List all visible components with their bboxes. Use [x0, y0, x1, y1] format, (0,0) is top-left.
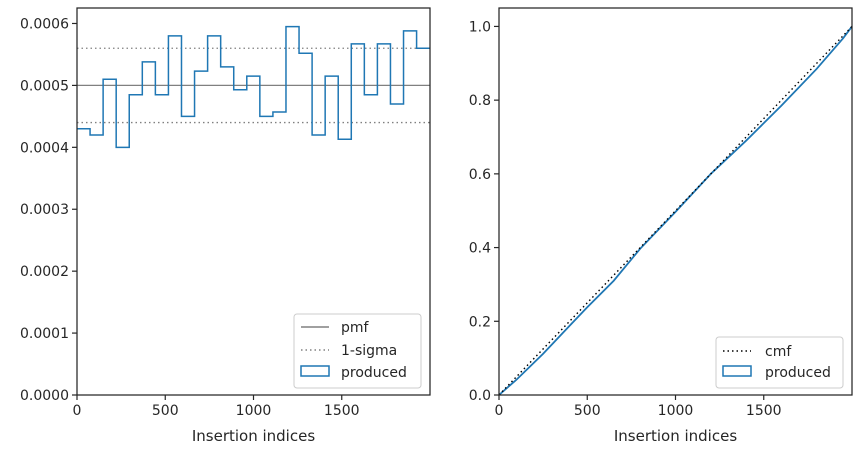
left-axes-frame [76, 7, 431, 396]
y-tick-label: 0.8 [469, 93, 491, 109]
legend-produced-label-right: produced [765, 365, 831, 381]
right-legend: cmf produced [715, 336, 844, 389]
y-tick-label: 0.0005 [20, 78, 69, 94]
y-tick-label: 0.0006 [20, 16, 69, 32]
left-histogram-panel: 0 500 1000 1500 0.00000.00010.00020.00030.0… [20, 7, 431, 445]
left-legend-box [293, 313, 422, 389]
y-tick-label: 0.0004 [20, 140, 69, 156]
right-y-ticks: 0.0 0.2 0.4 0.6 0.8 1.0 [469, 19, 499, 404]
legend-cmf-label: cmf [765, 344, 792, 360]
y-tick-label: 0.0001 [20, 326, 69, 342]
x-tick-label: 1000 [658, 403, 694, 419]
legend-produced-swatch-right [722, 365, 752, 377]
y-tick-label: 0.2 [469, 314, 491, 330]
y-tick-label: 0.0 [469, 388, 491, 404]
x-tick-label: 1000 [236, 403, 272, 419]
x-tick-label: 500 [152, 403, 179, 419]
left-plot-lines [77, 25, 430, 149]
left-y-ticks: 0.0000 0.0001 0.0002 0.0003 0.0004 0.0005 0.00… [20, 16, 77, 404]
x-tick-label: 500 [574, 403, 601, 419]
right-x-ticks: 0 500 1000 1500 [495, 395, 782, 419]
legend-pmf-label: pmf [341, 320, 370, 336]
x-tick-label: 1500 [746, 403, 782, 419]
legend-1sigma-label: 1-sigma [341, 343, 397, 359]
left-x-axis-label: Insertion indices [192, 427, 315, 445]
y-tick-label: 0.0000 [20, 388, 69, 404]
right-axes-frame [498, 7, 853, 396]
produced-cumulative-line [498, 25, 853, 396]
x-tick-label: 1500 [324, 403, 360, 419]
legend-produced-swatch [300, 365, 330, 377]
x-tick-label: 0 [495, 403, 504, 419]
right-x-axis-label: Insertion indices [614, 427, 737, 445]
y-tick-label: 0.6 [469, 167, 491, 183]
y-tick-label: 1.0 [469, 19, 491, 35]
legend-produced-label: produced [341, 365, 407, 381]
y-tick-label: 0.0003 [20, 202, 69, 218]
right-cumulative-panel: 0 500 1000 1500 0.0 0.2 0.4 0.6 0.8 1.0 Insertio… [469, 7, 853, 445]
produced-step-line [77, 25, 430, 149]
y-tick-label: 0.4 [469, 241, 491, 257]
left-legend: pmf 1-sigma produced [293, 313, 422, 389]
y-tick-label: 0.0002 [20, 264, 69, 280]
left-x-ticks: 0 500 1000 1500 [73, 395, 360, 419]
x-tick-label: 0 [73, 403, 82, 419]
right-plot-lines [498, 25, 853, 396]
